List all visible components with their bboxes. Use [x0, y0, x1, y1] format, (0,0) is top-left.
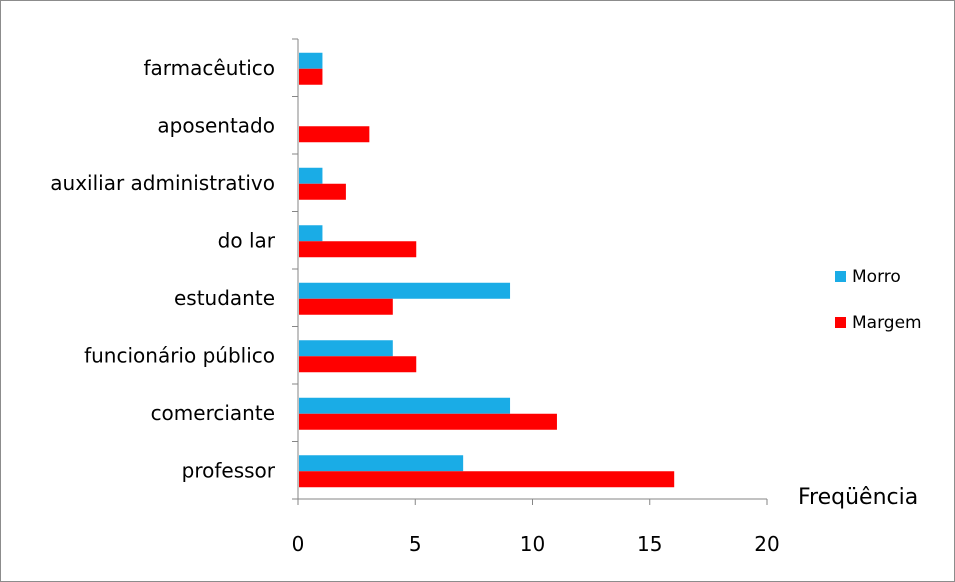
x-tick-label: 20: [754, 532, 779, 556]
legend-label-morro: Morro: [852, 267, 901, 287]
bar-margem-2: [299, 356, 417, 373]
bar-morro-1: [299, 397, 511, 414]
legend-swatch-morro: [835, 271, 846, 282]
category-label: auxiliar administrativo: [50, 171, 275, 195]
labels-layer: professor comerciante funcionário público e…: [50, 56, 779, 556]
legend-label-margem: Margem: [852, 313, 922, 333]
bar-morro-3: [299, 282, 511, 299]
axes-layer: [292, 38, 768, 505]
bar-margem-1: [299, 413, 557, 430]
bar-margem-3: [299, 298, 393, 315]
x-tick-label: 5: [409, 532, 422, 556]
category-label: estudante: [174, 286, 275, 310]
category-label: aposentado: [157, 113, 275, 137]
bar-margem-0: [299, 471, 675, 488]
bar-margem-5: [299, 183, 346, 200]
x-tick-label: 10: [520, 532, 545, 556]
x-axis-title: Freqüência: [798, 485, 918, 510]
category-label: do lar: [218, 228, 276, 252]
category-label: funcionário público: [84, 343, 275, 367]
bar-morro-7: [299, 52, 323, 69]
legend-swatch-margem: [835, 317, 846, 328]
bar-margem-7: [299, 68, 323, 85]
bar-morro-5: [299, 167, 323, 184]
bar-margem-6: [299, 126, 370, 143]
bar-margem-4: [299, 241, 417, 258]
x-tick-label: 0: [292, 532, 305, 556]
category-label: professor: [182, 458, 276, 482]
bar-morro-4: [299, 225, 323, 242]
category-label: comerciante: [151, 401, 275, 425]
category-label: farmacêutico: [143, 56, 275, 80]
x-tick-label: 15: [637, 532, 662, 556]
legend: Morro Margem: [835, 267, 922, 333]
bar-morro-0: [299, 455, 464, 472]
bars-layer: [299, 52, 675, 488]
bar-morro-2: [299, 340, 393, 357]
